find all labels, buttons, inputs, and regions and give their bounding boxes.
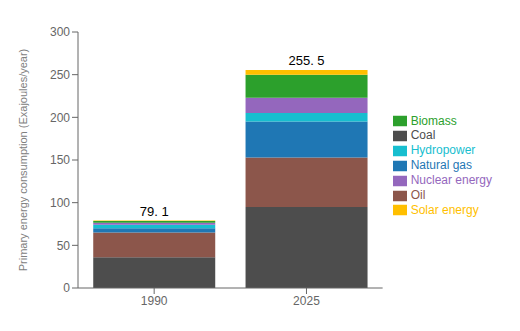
- svg-text:Primary energy consumption (Ex: Primary energy consumption (Exajoules/ye…: [17, 49, 29, 272]
- html-text:Coal: Coal: [410, 128, 436, 143]
- html-text:Oil: Oil: [410, 187, 426, 202]
- svg-text:2025: 2025: [293, 294, 320, 308]
- svg-text:200: 200: [50, 111, 70, 125]
- svg-text:0: 0: [63, 281, 70, 295]
- svg-text:300: 300: [50, 25, 70, 39]
- html-text:Biomass: Biomass: [410, 113, 457, 128]
- svg-text:79. 1: 79. 1: [140, 204, 169, 219]
- html-text:Nuclear energy: Nuclear energy: [410, 172, 492, 187]
- svg-text:1990: 1990: [141, 294, 168, 308]
- html-text:Hydropower: Hydropower: [410, 143, 476, 158]
- html-text:Solar energy: Solar energy: [410, 202, 479, 217]
- svg-text:255. 5: 255. 5: [288, 53, 324, 68]
- svg-text:100: 100: [50, 196, 70, 210]
- html-text:Natural gas: Natural gas: [410, 158, 472, 173]
- svg-text:250: 250: [50, 68, 70, 82]
- svg-text:150: 150: [50, 153, 70, 167]
- svg-text:50: 50: [57, 239, 71, 253]
